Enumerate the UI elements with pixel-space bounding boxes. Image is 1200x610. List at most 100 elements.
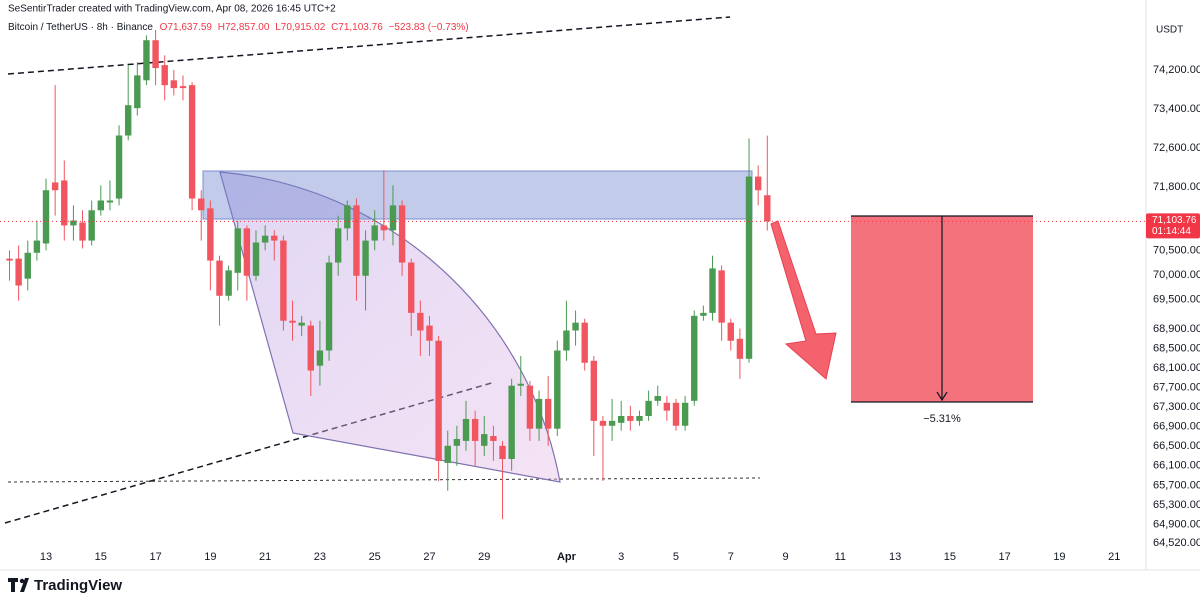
x-tick-label: 15 xyxy=(944,551,956,563)
candle-body xyxy=(280,240,287,321)
candle-body xyxy=(51,182,59,191)
y-tick-label: 68,100.00 xyxy=(1153,362,1200,374)
candle-body xyxy=(389,205,397,231)
candle-body xyxy=(380,225,388,231)
candle-body xyxy=(444,445,451,463)
target-percent: −5.31% xyxy=(923,413,961,425)
x-tick-label: 23 xyxy=(314,551,326,563)
candle-body xyxy=(115,135,123,199)
candle-body xyxy=(599,420,607,426)
x-tick-label: 7 xyxy=(728,551,734,563)
ohlc-open: O71,637.59 xyxy=(160,22,213,33)
y-tick-label: 70,000.00 xyxy=(1153,269,1200,281)
x-tick-label: 15 xyxy=(95,551,107,563)
candle-body xyxy=(627,415,634,421)
y-tick-label: 65,700.00 xyxy=(1153,479,1200,491)
countdown: 01:14:44 xyxy=(1152,226,1191,237)
candle-body xyxy=(764,195,771,222)
candle-body xyxy=(718,270,725,323)
candle-body xyxy=(79,222,86,241)
candle-body xyxy=(6,258,13,261)
candle-body xyxy=(88,210,95,241)
ohlc-close: C71,103.76 xyxy=(331,22,383,33)
candle-body xyxy=(325,262,333,351)
candle-body xyxy=(691,315,698,401)
candle-body xyxy=(681,402,689,426)
candle-body xyxy=(736,338,744,359)
candle-body xyxy=(581,322,588,363)
x-tick-label: 11 xyxy=(835,551,846,563)
symbol: Bitcoin / TetherUS · 8h · Binance xyxy=(8,22,153,33)
x-tick-label: 21 xyxy=(259,551,271,563)
candle-body xyxy=(97,200,104,211)
down-arrow xyxy=(770,220,837,380)
candle-body xyxy=(398,205,406,263)
x-tick-label: 3 xyxy=(618,551,624,563)
candle-body xyxy=(618,415,625,423)
candle-body xyxy=(124,105,132,136)
candle-body xyxy=(499,445,506,459)
brand: TradingView xyxy=(34,577,122,594)
x-tick-label: 29 xyxy=(478,551,490,563)
candle-body xyxy=(572,322,579,331)
candle-body xyxy=(362,240,369,276)
candle-body xyxy=(15,258,22,286)
candle-body xyxy=(252,242,260,276)
last-price-label: 71,103.76 xyxy=(1152,215,1197,226)
candle-body xyxy=(645,400,652,416)
currency: USDT xyxy=(1156,25,1183,36)
ohlc-high: H72,857.00 xyxy=(218,22,270,33)
candle-body xyxy=(298,322,305,326)
candle-body xyxy=(408,262,415,313)
candle-body xyxy=(225,270,232,296)
candle-body xyxy=(344,205,351,229)
candle-body xyxy=(426,325,433,341)
candle-body xyxy=(316,350,324,366)
candle-body xyxy=(106,200,114,203)
candle-body xyxy=(700,312,707,316)
candle-body xyxy=(70,220,77,226)
candle-body xyxy=(170,80,178,89)
candle-body xyxy=(216,260,223,296)
y-tick-label: 74,200.00 xyxy=(1153,64,1200,76)
candle-body xyxy=(152,40,159,69)
x-tick-label: 17 xyxy=(999,551,1011,563)
candles xyxy=(6,29,771,520)
candle-body xyxy=(417,312,424,331)
y-tick-label: 69,500.00 xyxy=(1153,294,1200,306)
candle-body xyxy=(471,418,479,441)
candle-body xyxy=(334,228,342,263)
candle-body xyxy=(261,235,269,243)
candle-body xyxy=(636,415,643,421)
support-line xyxy=(7,477,761,483)
y-tick-label: 66,900.00 xyxy=(1153,421,1200,433)
candle-body xyxy=(371,225,378,241)
last-price-box xyxy=(1146,213,1200,239)
y-tick-label: 66,100.00 xyxy=(1153,460,1200,472)
candle-body xyxy=(517,383,524,386)
candle-body xyxy=(307,325,314,371)
candle-body xyxy=(535,398,543,429)
candle-body xyxy=(481,434,488,446)
candle-body xyxy=(590,360,598,421)
candle-body xyxy=(61,180,68,226)
candle-body xyxy=(453,438,461,446)
target-arrowhead xyxy=(936,391,948,402)
candle-body xyxy=(608,420,616,426)
y-tick-label: 68,900.00 xyxy=(1153,323,1200,335)
trend-line xyxy=(7,16,731,75)
candle-body xyxy=(198,198,205,211)
candle-body xyxy=(508,385,515,459)
candle-body xyxy=(490,436,497,441)
x-tick-label: 19 xyxy=(204,551,216,563)
candle-body xyxy=(271,235,278,241)
candle-body xyxy=(234,228,241,273)
y-tick-label: 66,500.00 xyxy=(1153,440,1200,452)
candle-body xyxy=(289,320,296,323)
y-tick-label: 71,800.00 xyxy=(1153,181,1200,193)
x-tick-label: Apr xyxy=(557,551,577,563)
candle-body xyxy=(709,268,716,313)
candle-body xyxy=(654,395,661,401)
